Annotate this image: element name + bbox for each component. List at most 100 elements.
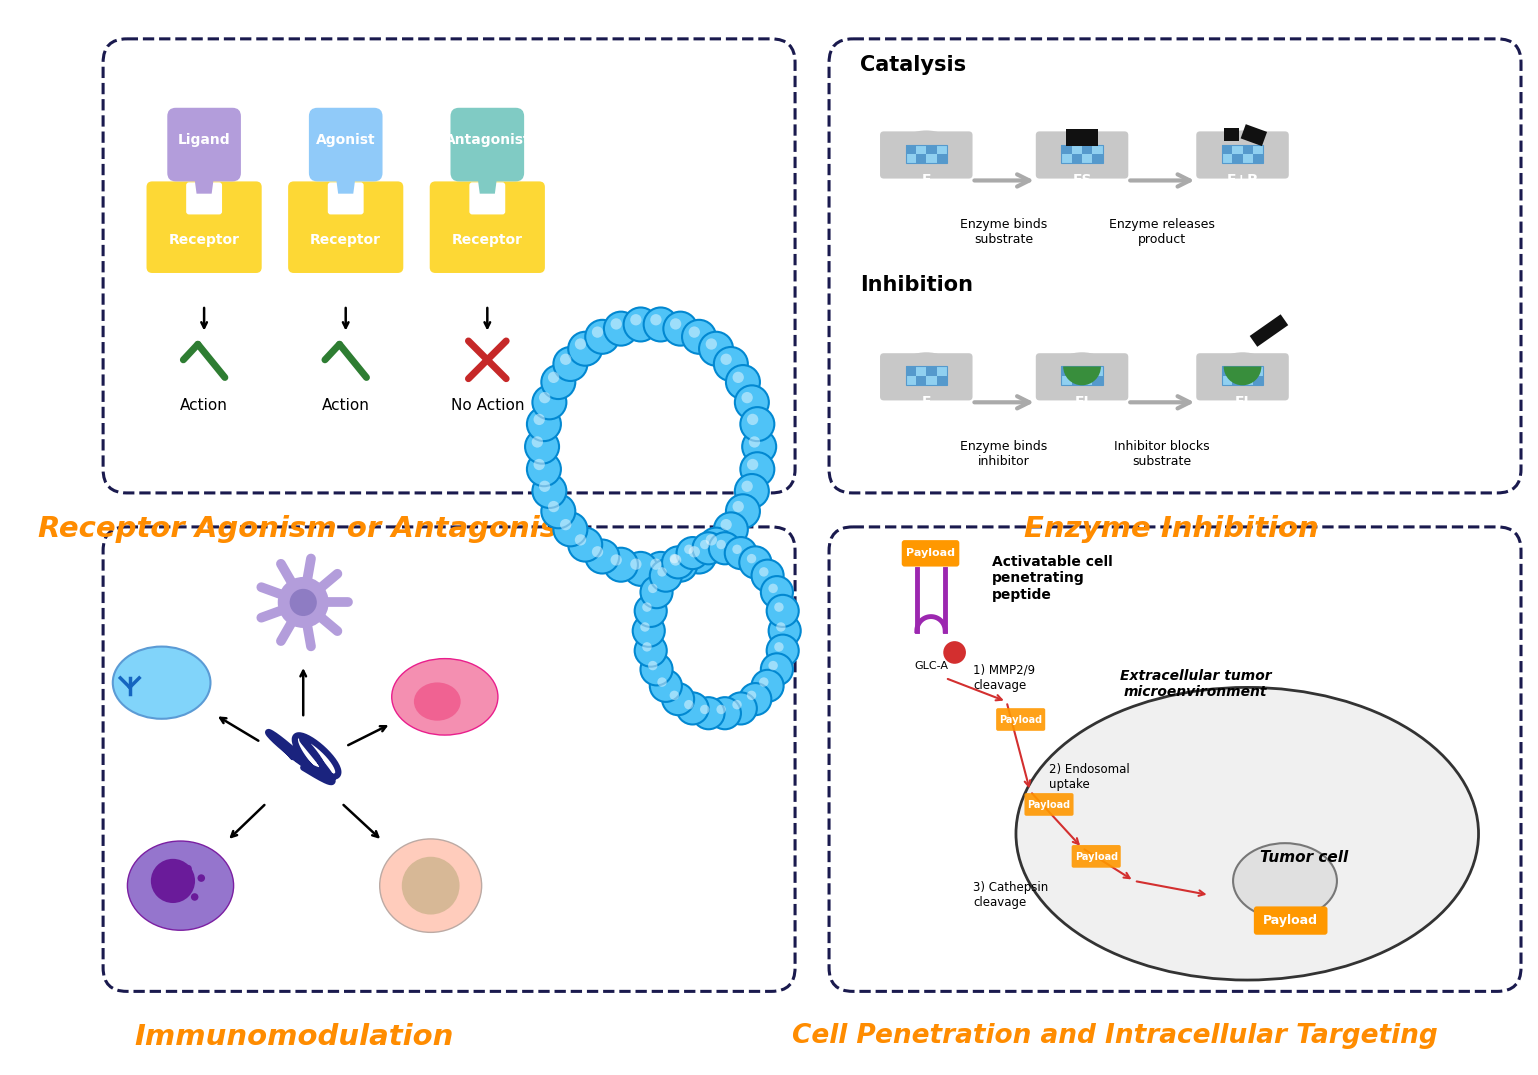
FancyBboxPatch shape: [1243, 367, 1253, 376]
Circle shape: [761, 576, 794, 608]
FancyBboxPatch shape: [1221, 367, 1263, 385]
Circle shape: [528, 407, 561, 441]
Circle shape: [631, 314, 641, 326]
FancyBboxPatch shape: [1232, 154, 1243, 163]
Circle shape: [657, 677, 667, 687]
Circle shape: [532, 436, 543, 447]
Circle shape: [689, 546, 700, 558]
Circle shape: [640, 622, 649, 632]
Circle shape: [643, 642, 652, 651]
FancyBboxPatch shape: [906, 367, 917, 376]
Circle shape: [611, 555, 621, 565]
Circle shape: [541, 494, 575, 528]
Circle shape: [761, 654, 794, 686]
Circle shape: [657, 568, 667, 576]
FancyBboxPatch shape: [1243, 145, 1253, 154]
FancyBboxPatch shape: [937, 376, 947, 385]
Circle shape: [632, 615, 664, 647]
FancyBboxPatch shape: [829, 39, 1521, 493]
FancyBboxPatch shape: [1083, 145, 1092, 154]
FancyBboxPatch shape: [1232, 376, 1243, 385]
Circle shape: [651, 559, 661, 570]
Circle shape: [560, 519, 571, 530]
Circle shape: [726, 494, 760, 528]
Circle shape: [766, 634, 798, 666]
Circle shape: [592, 327, 603, 338]
Circle shape: [724, 538, 757, 569]
Circle shape: [151, 859, 195, 903]
Circle shape: [586, 320, 620, 354]
FancyBboxPatch shape: [1092, 376, 1103, 385]
Circle shape: [692, 698, 724, 729]
Text: Antagonist: Antagonist: [444, 133, 531, 147]
FancyBboxPatch shape: [168, 108, 241, 182]
FancyBboxPatch shape: [917, 154, 926, 163]
Ellipse shape: [414, 683, 461, 720]
Circle shape: [740, 407, 774, 441]
Circle shape: [700, 332, 734, 366]
Text: Tumor cell: Tumor cell: [1260, 850, 1347, 864]
Ellipse shape: [128, 841, 234, 930]
FancyBboxPatch shape: [1061, 145, 1072, 154]
FancyBboxPatch shape: [997, 708, 1046, 731]
Text: Enzyme Inhibition: Enzyme Inhibition: [1024, 515, 1320, 543]
Circle shape: [774, 602, 784, 612]
Circle shape: [700, 540, 709, 549]
Circle shape: [700, 528, 734, 561]
Circle shape: [663, 548, 697, 582]
Circle shape: [747, 690, 757, 700]
Circle shape: [735, 385, 769, 419]
FancyBboxPatch shape: [451, 108, 524, 182]
Circle shape: [640, 576, 672, 608]
Circle shape: [717, 705, 726, 714]
Circle shape: [548, 372, 560, 383]
Circle shape: [575, 534, 586, 545]
FancyBboxPatch shape: [1253, 376, 1263, 385]
Circle shape: [649, 670, 681, 702]
Text: Extracellular tumor
microenvironment: Extracellular tumor microenvironment: [1120, 669, 1270, 699]
Wedge shape: [884, 130, 969, 173]
Polygon shape: [1224, 128, 1238, 141]
Circle shape: [671, 318, 681, 330]
Circle shape: [724, 692, 757, 725]
FancyBboxPatch shape: [901, 540, 960, 567]
FancyBboxPatch shape: [926, 145, 937, 154]
Circle shape: [684, 545, 694, 554]
Circle shape: [743, 430, 777, 463]
FancyBboxPatch shape: [906, 145, 947, 163]
Circle shape: [732, 501, 744, 512]
Text: EI: EI: [1235, 396, 1250, 410]
Circle shape: [647, 584, 657, 593]
FancyBboxPatch shape: [1221, 145, 1263, 163]
FancyBboxPatch shape: [429, 182, 544, 273]
Text: ES: ES: [1072, 173, 1092, 187]
Circle shape: [714, 513, 747, 546]
Text: 1) MMP2/9
cleavage: 1) MMP2/9 cleavage: [974, 663, 1035, 692]
Circle shape: [760, 677, 769, 687]
Text: EI: EI: [1075, 396, 1089, 410]
FancyBboxPatch shape: [146, 182, 261, 273]
Circle shape: [197, 874, 205, 881]
FancyBboxPatch shape: [880, 354, 972, 400]
FancyBboxPatch shape: [829, 527, 1521, 991]
Circle shape: [635, 634, 667, 666]
Circle shape: [538, 392, 551, 403]
Circle shape: [554, 347, 588, 381]
FancyBboxPatch shape: [880, 131, 972, 178]
FancyBboxPatch shape: [1072, 845, 1121, 868]
Circle shape: [706, 339, 717, 349]
Circle shape: [541, 366, 575, 399]
Polygon shape: [1250, 314, 1289, 347]
Circle shape: [532, 474, 566, 508]
Text: Enzyme releases
product: Enzyme releases product: [1109, 218, 1215, 246]
Ellipse shape: [380, 838, 481, 932]
Circle shape: [640, 654, 672, 686]
Text: Cell Penetration and Intracellular Targeting: Cell Penetration and Intracellular Targe…: [792, 1022, 1438, 1048]
FancyBboxPatch shape: [186, 183, 221, 214]
FancyBboxPatch shape: [1083, 367, 1092, 376]
Circle shape: [943, 641, 966, 663]
Circle shape: [769, 661, 778, 671]
Circle shape: [278, 577, 329, 628]
Circle shape: [681, 320, 717, 354]
Circle shape: [717, 540, 726, 549]
